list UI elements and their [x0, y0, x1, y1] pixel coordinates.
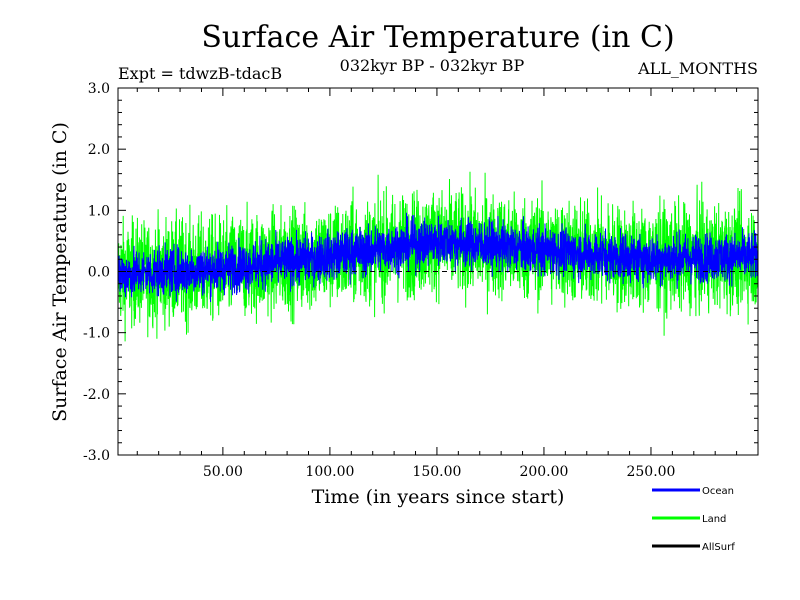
x-axis-label: Time (in years since start)	[312, 486, 565, 508]
y-axis-label: Surface Air Temperature (in C)	[49, 122, 71, 422]
y-tick-label: 1.0	[88, 203, 110, 219]
months-label: ALL_MONTHS	[637, 59, 758, 78]
y-tick-label: -3.0	[83, 448, 110, 464]
series-layer	[118, 171, 758, 342]
chart-title: Surface Air Temperature (in C)	[201, 20, 674, 55]
period-label: 032kyr BP - 032kyr BP	[340, 56, 525, 75]
y-tick-label: -2.0	[83, 387, 110, 403]
y-tick-label: 2.0	[88, 142, 110, 158]
series-ocean	[118, 212, 758, 303]
legend: Ocean Land AllSurf	[652, 486, 735, 553]
axis-layer: -3.0 -2.0 -1.0 0.0 1.0 2.0 3.0 50.00 100.00 150.0…	[83, 81, 758, 480]
legend-label-land: Land	[702, 514, 726, 525]
legend-label-allsurf: AllSurf	[702, 542, 735, 553]
x-tick-label: 100.00	[305, 464, 354, 480]
experiment-label: Expt = tdwzB-tdacB	[118, 64, 282, 83]
x-tick-label: 150.00	[412, 464, 461, 480]
y-tick-label: -1.0	[83, 326, 110, 342]
y-tick-label: 0.0	[88, 265, 110, 281]
x-tick-label: 200.00	[519, 464, 568, 480]
x-tick-label: 50.00	[203, 464, 243, 480]
y-tick-label: 3.0	[88, 81, 110, 97]
x-tick-label: 250.00	[626, 464, 675, 480]
legend-label-ocean: Ocean	[702, 486, 734, 497]
